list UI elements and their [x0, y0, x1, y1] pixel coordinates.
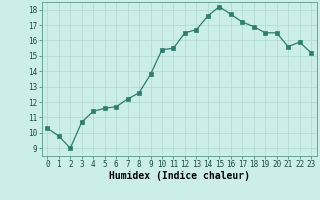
- X-axis label: Humidex (Indice chaleur): Humidex (Indice chaleur): [109, 171, 250, 181]
